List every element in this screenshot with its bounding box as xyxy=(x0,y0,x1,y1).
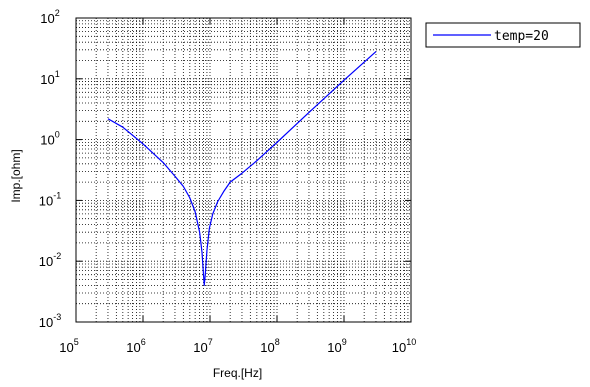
x-tick-label: 108 xyxy=(260,337,279,355)
y-tick-label: 10-3 xyxy=(39,312,61,330)
grid xyxy=(76,18,411,322)
legend-label-temp-20: temp=20 xyxy=(494,29,549,44)
legend: temp=20 xyxy=(425,22,581,48)
x-tick-label: 109 xyxy=(327,337,346,355)
axis-ticks xyxy=(75,17,412,323)
y-tick-label: 101 xyxy=(40,69,59,87)
x-axis-label: Freq.[Hz] xyxy=(213,366,262,380)
y-tick-label: 100 xyxy=(40,130,59,148)
y-tick-label: 102 xyxy=(40,8,59,26)
series-line-0 xyxy=(107,51,377,286)
y-tick-label: 10-1 xyxy=(39,190,61,208)
plot-area xyxy=(75,17,412,323)
tick-labels: 105 106 107 108 109 1010 10-3 10-2 10-1 100 101 102 xyxy=(39,8,416,355)
x-tick-label: 1010 xyxy=(392,337,416,355)
x-tick-label: 107 xyxy=(193,337,212,355)
series-layer xyxy=(107,51,377,286)
y-tick-label: 10-2 xyxy=(39,251,61,269)
x-tick-label: 105 xyxy=(59,337,78,355)
x-tick-label: 106 xyxy=(126,337,145,355)
y-axis-label: Imp.[ohm] xyxy=(9,149,23,202)
